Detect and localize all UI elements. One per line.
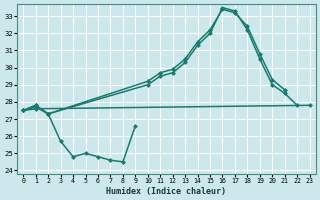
X-axis label: Humidex (Indice chaleur): Humidex (Indice chaleur) (107, 187, 227, 196)
